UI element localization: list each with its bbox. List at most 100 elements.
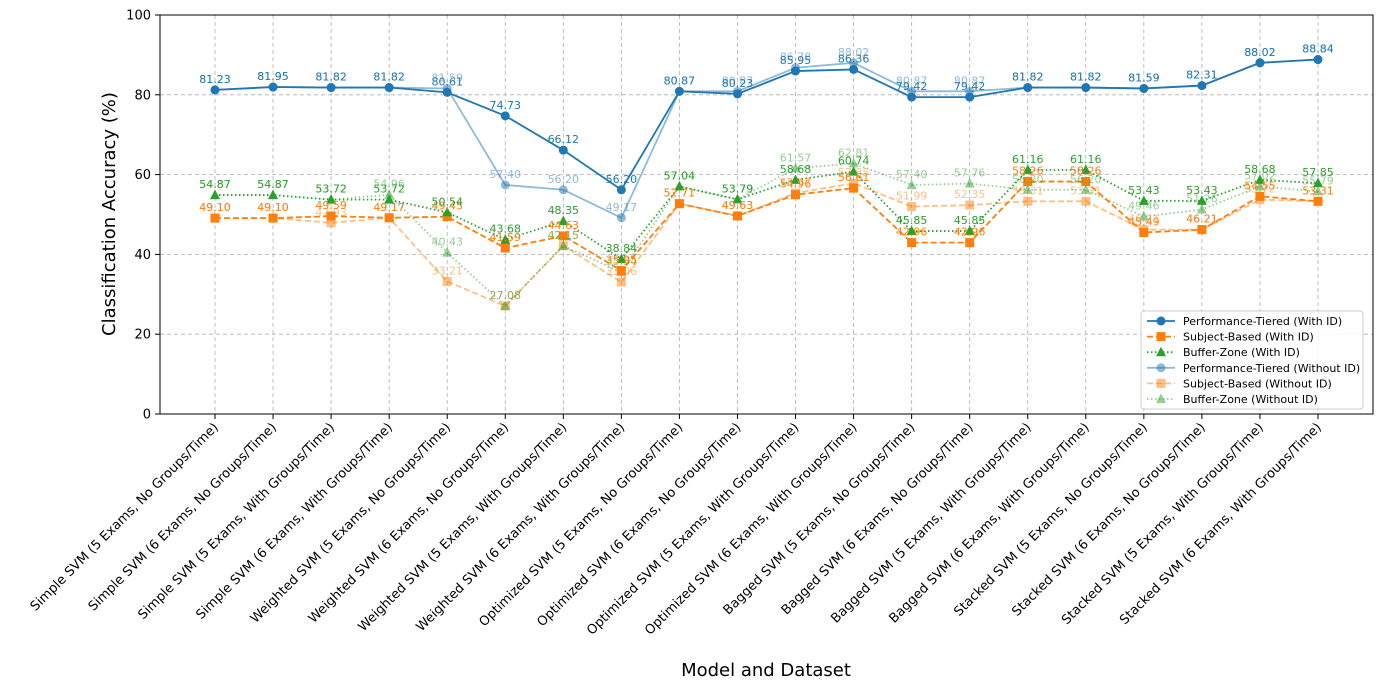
data-point-circle	[849, 58, 859, 68]
data-point-square	[210, 213, 220, 223]
data-point-triangle	[1138, 211, 1149, 221]
data-point-triangle	[790, 162, 801, 173]
data-label: 81.95	[257, 70, 289, 83]
series-2	[210, 164, 1323, 264]
data-point-square	[965, 200, 975, 210]
x-tick-label: Weighted SVM (5 Exams, With Groups/Time)	[356, 420, 571, 635]
data-point-circle	[616, 185, 626, 195]
data-label: 49.63	[722, 199, 754, 212]
x-tick-label: Weighted SVM (5 Exams, No Groups/Time)	[248, 420, 454, 626]
data-point-triangle	[442, 247, 453, 257]
data-point-circle	[907, 92, 917, 102]
data-label: 88.84	[1302, 43, 1334, 56]
data-label: 74.73	[490, 99, 522, 112]
data-label: 53.72	[1244, 183, 1276, 196]
data-point-triangle	[500, 300, 511, 310]
data-label: 48.35	[548, 204, 580, 217]
data-label: 57.85	[1302, 166, 1334, 179]
data-label: 53.72	[315, 183, 347, 196]
data-label: 56.20	[1012, 173, 1044, 186]
data-point-square	[1197, 225, 1207, 235]
y-tick-label: 100	[126, 9, 151, 24]
data-label: 42.15	[548, 229, 580, 242]
data-point-circle	[442, 87, 452, 97]
data-label: 42.96	[896, 226, 928, 239]
data-point-square	[1081, 177, 1091, 187]
data-label: 56.20	[606, 173, 638, 186]
data-point-square	[907, 202, 917, 212]
data-point-circle	[1081, 83, 1091, 93]
data-label: 38.84	[606, 242, 638, 255]
data-label: 80.87	[896, 74, 928, 87]
y-tick-label: 60	[134, 168, 151, 183]
data-point-square	[1023, 177, 1033, 187]
data-point-square	[384, 213, 394, 223]
data-label: 58.68	[780, 163, 812, 176]
data-label: 60.74	[838, 155, 870, 168]
data-label: 58.26	[1070, 165, 1102, 178]
data-label: 81.23	[199, 73, 231, 86]
data-label: 53.31	[1012, 184, 1044, 197]
data-label: 81.82	[1070, 71, 1102, 84]
data-label: 52.71	[664, 187, 696, 200]
data-point-triangle	[558, 240, 569, 250]
data-label: 88.02	[838, 46, 870, 59]
data-label: 79.42	[896, 80, 928, 93]
data-label: 61.57	[780, 151, 812, 164]
data-label: 80.61	[431, 75, 463, 88]
data-label: 49.10	[199, 201, 231, 214]
legend-item: Performance-Tiered (With ID)	[1147, 315, 1342, 328]
data-point-circle	[1197, 81, 1207, 91]
data-point-circle	[326, 83, 336, 93]
data-label: 85.95	[780, 54, 812, 67]
data-point-triangle	[906, 225, 917, 236]
data-label: 49.10	[257, 201, 289, 214]
data-point-circle	[500, 111, 510, 121]
y-tick-label: 20	[134, 328, 151, 343]
data-label: 81.82	[373, 71, 405, 84]
data-label: 52.35	[954, 188, 986, 201]
data-point-triangle	[268, 189, 279, 200]
data-point-square	[1139, 227, 1149, 237]
legend-label: Buffer-Zone (Without ID)	[1183, 393, 1318, 406]
data-point-triangle	[500, 234, 511, 244]
y-axis-title: Classification Accuracy (%)	[99, 92, 120, 336]
data-label: 81.82	[1012, 71, 1044, 84]
data-label: 49.63	[722, 199, 754, 212]
data-point-triangle	[1022, 164, 1033, 174]
data-label: 53.43	[1128, 184, 1160, 197]
data-label: 53.79	[722, 182, 754, 195]
data-label: 49.45	[431, 200, 463, 213]
data-label: 57.04	[664, 169, 696, 182]
data-label: 33.21	[431, 264, 463, 277]
x-tick-label: Weighted SVM (6 Exams, No Groups/Time)	[306, 420, 512, 626]
data-point-square	[1313, 196, 1323, 206]
data-label: 50.54	[431, 195, 463, 208]
data-label: 53.31	[1302, 184, 1334, 197]
data-label: 81.95	[257, 70, 289, 83]
data-label: 53.43	[1186, 184, 1218, 197]
data-label: 80.87	[664, 74, 696, 87]
data-label: 54.87	[257, 178, 289, 191]
x-tick-label: Optimized SVM (6 Exams, No Groups/Time)	[535, 420, 745, 630]
data-label: 62.81	[838, 146, 870, 159]
legend-label: Subject-Based (With ID)	[1183, 331, 1314, 344]
data-label: 54.55	[1244, 179, 1276, 192]
data-point-square	[442, 212, 452, 222]
data-point-triangle	[1022, 184, 1033, 194]
data-point-circle	[384, 83, 394, 93]
legend-label: Buffer-Zone (With ID)	[1183, 346, 1300, 359]
data-label: 81.82	[373, 71, 405, 84]
data-label: 53.31	[1070, 184, 1102, 197]
data-label: 54.96	[780, 178, 812, 191]
legend-item: Buffer-Zone (Without ID)	[1147, 393, 1318, 406]
data-label: 54.87	[199, 178, 231, 191]
data-labels: 81.23 81.95 81.82 81.82 81.59 57.40 56.20 49.17…	[199, 43, 1334, 302]
series-1	[210, 177, 1323, 276]
x-tick-label: Weighted SVM (6 Exams, With Groups/Time)	[414, 420, 629, 635]
data-point-triangle	[964, 178, 975, 188]
data-point-triangle	[674, 180, 685, 191]
data-label: 57.40	[490, 168, 522, 181]
data-point-square	[442, 276, 452, 286]
